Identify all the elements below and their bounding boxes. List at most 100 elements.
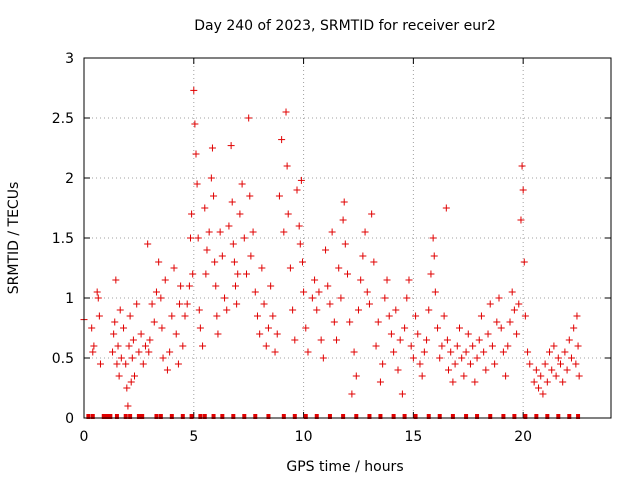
data-point-plus [425,306,433,314]
data-point-plus [158,324,166,332]
data-point-plus [267,282,275,290]
data-point-plus [247,252,255,260]
data-point-plus [159,354,167,362]
data-point-plus [396,336,404,344]
data-point-plus [513,330,521,338]
data-point-plus [150,318,158,326]
data-point-plus [493,318,501,326]
data-point-plus [284,210,292,218]
zero-value-marker [123,414,128,419]
data-point-plus [407,342,415,350]
data-point-plus [141,342,149,350]
data-point-plus [398,390,406,398]
data-point-plus [497,324,505,332]
data-point-plus [133,300,141,308]
zero-value-marker [523,414,528,419]
data-point-plus [473,354,481,362]
data-point-plus [480,348,488,356]
data-point-plus [420,348,428,356]
zero-value-marker [391,414,396,419]
data-point-plus [442,204,450,212]
data-point-plus [161,276,169,284]
zero-value-marker [567,414,572,419]
data-point-plus [361,228,369,236]
data-point-plus [440,312,448,320]
data-point-plus [293,186,301,194]
data-point-plus [298,258,306,266]
data-point-plus [145,348,153,356]
data-point-plus [520,258,528,266]
zero-value-marker [140,414,145,419]
zero-value-marker [488,414,493,419]
zero-value-marker [402,414,407,419]
data-point-plus [195,306,203,314]
zero-value-marker [242,414,247,419]
data-point-plus [561,348,569,356]
data-point-plus [464,330,472,338]
data-point-plus [550,342,558,350]
data-point-plus [475,336,483,344]
data-point-plus [88,324,96,332]
data-point-plus [131,372,139,380]
data-point-plus [127,378,135,386]
data-point-plus [313,306,321,314]
data-point-plus [519,186,527,194]
data-point-plus [477,312,485,320]
data-point-plus [233,300,241,308]
data-point-plus [499,348,507,356]
data-point-plus [370,258,378,266]
data-point-plus [504,342,512,350]
data-point-plus [409,354,417,362]
data-point-plus [434,324,442,332]
zero-value-marker [189,414,194,419]
x-tick-label: 5 [189,429,198,445]
data-point-plus [240,234,248,242]
data-point-plus [157,294,165,302]
data-point-plus [258,264,266,272]
zero-value-marker [86,414,91,419]
zero-value-marker [90,414,95,419]
data-point-plus [94,294,102,302]
data-point-plus [311,276,319,284]
data-point-plus [330,318,338,326]
data-point-plus [319,354,327,362]
x-tick-label: 0 [80,429,89,445]
data-point-plus [251,288,259,296]
data-point-plus [218,252,226,260]
data-point-plus [199,342,207,350]
data-point-plus [517,216,525,224]
data-point-plus [339,216,347,224]
data-point-plus [113,360,121,368]
data-point-plus [223,306,231,314]
data-point-plus [188,210,196,218]
data-point-plus [445,366,453,374]
data-point-plus [289,306,297,314]
zero-value-marker [475,414,480,419]
data-point-plus [556,360,564,368]
data-point-plus [405,276,413,284]
data-point-plus [163,366,171,374]
zero-value-marker [281,414,286,419]
zero-value-marker [253,414,258,419]
data-point-plus [212,282,220,290]
data-point-plus [431,288,439,296]
data-point-plus [152,288,160,296]
data-point-plus [458,354,466,362]
data-point-plus [144,240,152,248]
data-point-plus [112,276,120,284]
data-point-plus [308,294,316,302]
data-point-plus [269,312,277,320]
x-axis-label: GPS time / hours [286,459,403,475]
data-point-plus [376,378,384,386]
data-point-plus [232,282,240,290]
data-point-plus [194,234,202,242]
data-point-plus [438,342,446,350]
data-point-plus [126,312,134,320]
data-point-plus [236,210,244,218]
data-point-plus [273,330,281,338]
data-point-plus [363,288,371,296]
data-point-plus [460,372,468,380]
data-point-plus [401,324,409,332]
data-point-plus [372,342,380,350]
